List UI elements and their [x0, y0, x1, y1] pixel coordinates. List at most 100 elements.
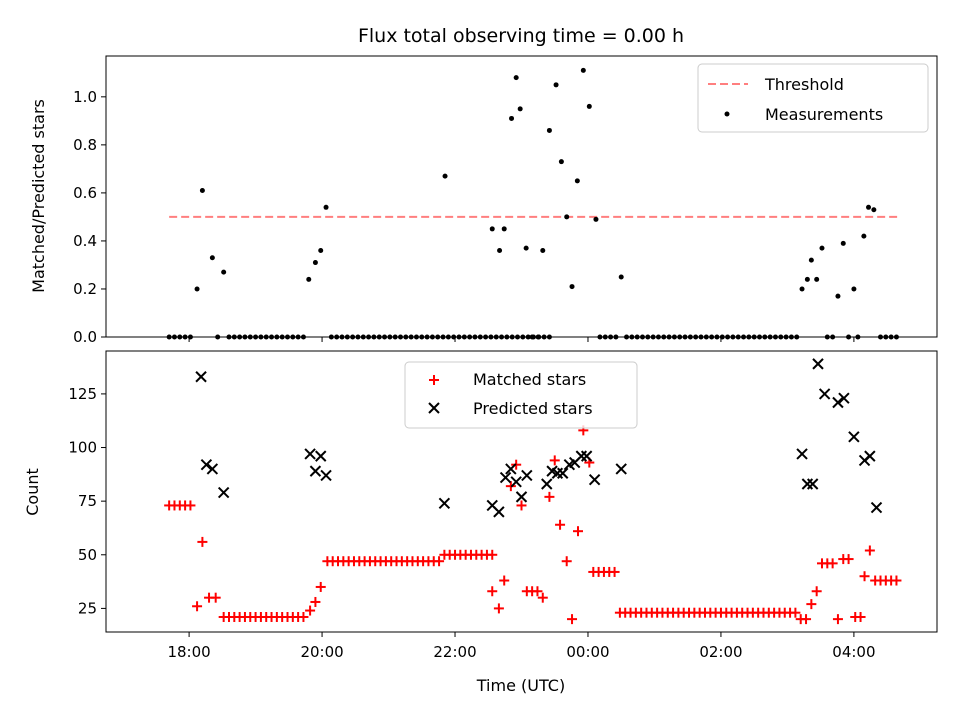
matched-star-point: [832, 614, 843, 625]
measurement-point: [517, 106, 523, 112]
measurement-point: [558, 159, 564, 165]
predicted-star-point: [206, 463, 219, 475]
matched-star-point: [806, 599, 817, 610]
bottom-y-tick-label: 75: [78, 492, 97, 510]
predicted-star-point: [499, 471, 512, 484]
bottom-y-ticks: 25 50 75 100 125: [68, 385, 106, 617]
matched-star-point: [567, 614, 578, 625]
predicted-star-point: [812, 358, 824, 370]
top-y-tick-label: 0.6: [73, 184, 97, 202]
bottom-legend: Matched stars Predicted stars: [404, 361, 638, 429]
predicted-star-point: [848, 431, 860, 443]
matched-star-point: [434, 556, 445, 567]
measurement-point: [306, 276, 312, 282]
matched-star-point: [298, 611, 309, 622]
matched-star-point: [532, 586, 543, 597]
bottom-axes: 25 50 75 100 125 18:00 20:00 22:00 00:00 02:00 04…: [23, 350, 938, 695]
measurement-point: [501, 226, 507, 232]
legend-predicted-label: Predicted stars: [473, 399, 593, 418]
measurement-point: [871, 207, 877, 213]
predicted-star-point: [832, 396, 844, 409]
matched-star-points: [164, 425, 902, 625]
matched-star-point: [843, 554, 854, 565]
measurement-point: [489, 226, 495, 232]
matched-star-point: [516, 500, 527, 511]
top-y-tick-label: 0.0: [73, 328, 97, 346]
measurement-point: [442, 173, 448, 179]
bottom-y-axis-label: Count: [23, 468, 42, 516]
measurement-point: [523, 245, 529, 251]
measurement-point: [509, 115, 515, 121]
bottom-y-tick-label: 100: [68, 439, 97, 457]
bottom-y-tick-label: 50: [78, 546, 97, 564]
measurement-point: [574, 178, 580, 184]
measurement-point: [593, 216, 599, 222]
predicted-star-point: [870, 501, 883, 514]
matched-star-point: [210, 592, 221, 603]
predicted-star-point: [438, 497, 451, 510]
measurement-point: [851, 286, 857, 292]
top-y-ticks: 0.0 0.2 0.4 0.6 0.8 1.0: [73, 88, 106, 346]
measurement-point: [804, 276, 810, 282]
measurement-point: [799, 286, 805, 292]
measurement-point: [808, 257, 814, 263]
bottom-y-tick-label: 125: [68, 385, 97, 403]
x-tick-label: 04:00: [832, 643, 875, 661]
measurement-point: [194, 286, 200, 292]
matched-star-point: [864, 545, 875, 556]
predicted-star-point: [510, 476, 522, 488]
matched-star-point: [555, 519, 566, 530]
matched-star-point: [859, 571, 870, 582]
measurement-point: [209, 255, 215, 261]
measurement-points: [166, 67, 899, 340]
top-y-tick-label: 0.8: [73, 136, 97, 154]
measurement-point: [221, 269, 227, 275]
top-axes-frame: [105, 55, 938, 338]
bottom-y-tick-label: 25: [78, 599, 97, 617]
measurement-point: [497, 248, 503, 254]
matched-star-point: [192, 601, 203, 612]
matched-star-point: [544, 491, 555, 502]
matched-star-point: [790, 607, 801, 618]
predicted-star-point: [320, 469, 332, 482]
top-y-tick-label: 0.4: [73, 232, 97, 250]
measurement-point: [814, 276, 820, 282]
legend-threshold-label: Threshold: [764, 75, 844, 94]
matched-star-point: [315, 581, 326, 592]
top-x-ticks: [188, 337, 855, 342]
matched-star-point: [185, 500, 196, 511]
measurement-point: [840, 240, 846, 246]
legend-measurements-swatch: [724, 111, 730, 117]
matched-star-point: [197, 536, 208, 547]
matched-star-point: [537, 592, 548, 603]
measurement-point: [586, 103, 592, 109]
measurement-point: [618, 274, 624, 280]
top-y-tick-label: 0.2: [73, 280, 97, 298]
measurement-point: [564, 214, 570, 220]
measurement-point: [580, 67, 586, 73]
matched-star-point: [310, 596, 321, 607]
measurement-point: [513, 75, 519, 81]
predicted-star-point: [505, 463, 517, 475]
predicted-star-point: [195, 371, 207, 383]
legend-matched-label: Matched stars: [473, 370, 586, 389]
x-tick-label: 02:00: [699, 643, 742, 661]
measurement-point: [835, 293, 841, 299]
matched-star-point: [487, 586, 498, 597]
predicted-star-point: [615, 463, 627, 475]
x-tick-label: 00:00: [566, 643, 609, 661]
measurement-point: [540, 248, 546, 254]
matched-star-point: [855, 611, 866, 622]
predicted-star-point: [304, 448, 316, 460]
predicted-star-point: [200, 458, 213, 471]
matched-star-point: [573, 526, 584, 537]
predicted-star-points: [195, 358, 883, 518]
measurement-point: [199, 187, 205, 193]
predicted-star-point: [796, 448, 808, 460]
predicted-star-point: [309, 465, 322, 477]
matched-star-point: [549, 455, 560, 466]
predicted-star-point: [806, 478, 819, 490]
top-legend-box: [697, 63, 929, 133]
measurement-point: [318, 248, 324, 254]
